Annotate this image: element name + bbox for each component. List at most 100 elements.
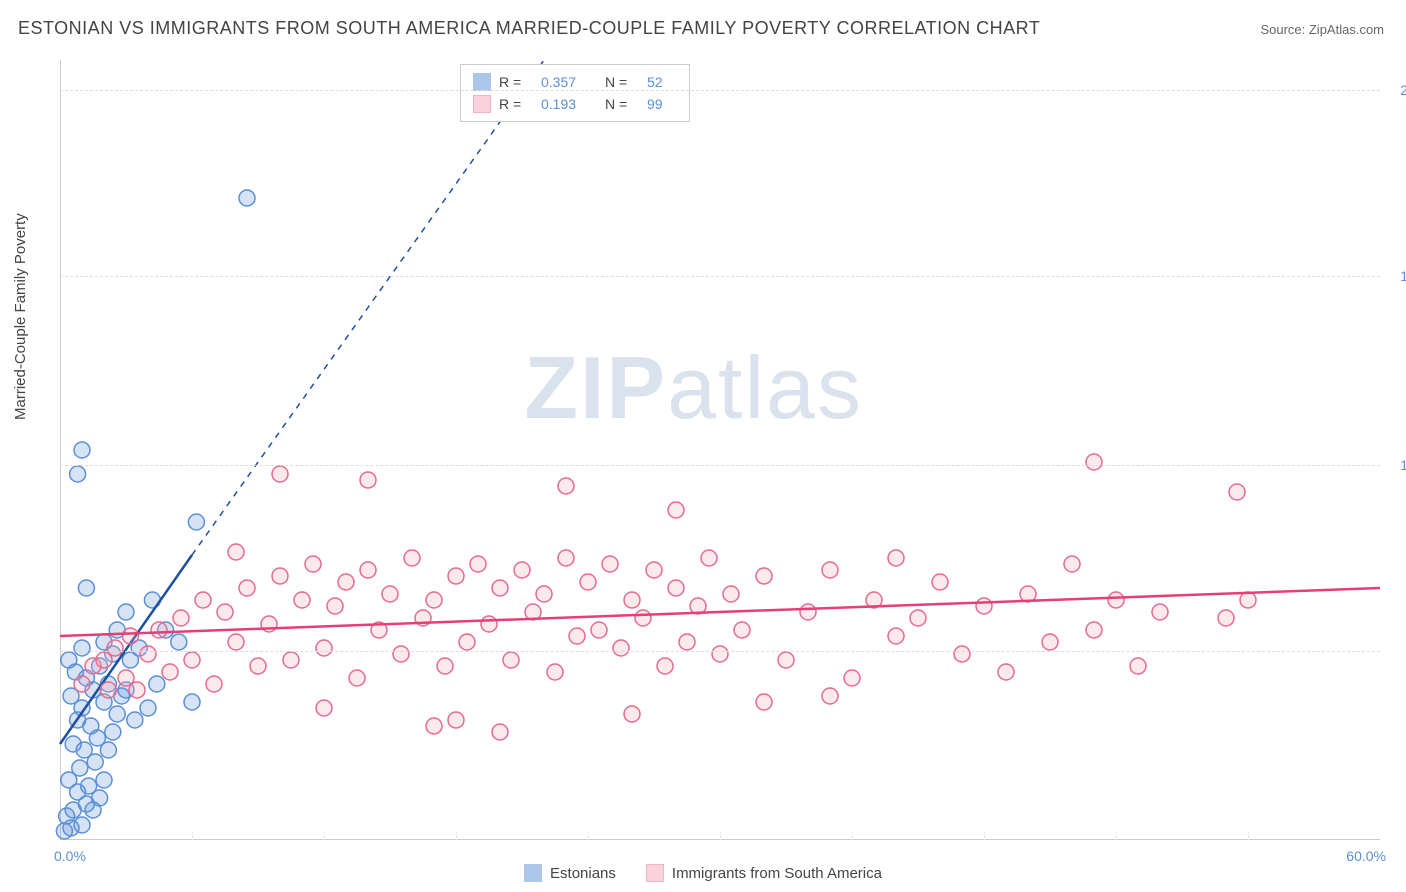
data-point: [822, 688, 838, 704]
data-point: [657, 658, 673, 674]
data-point: [459, 634, 475, 650]
data-point: [65, 736, 81, 752]
data-point: [228, 544, 244, 560]
data-point: [547, 664, 563, 680]
data-point: [1229, 484, 1245, 500]
data-point: [294, 592, 310, 608]
y-tick-label: 6.3%: [1390, 643, 1406, 659]
data-point: [96, 772, 112, 788]
x-tick: [984, 832, 985, 840]
data-point: [712, 646, 728, 662]
data-point: [734, 622, 750, 638]
data-point: [127, 712, 143, 728]
legend-swatch: [473, 73, 491, 91]
legend-swatch: [473, 95, 491, 113]
data-point: [228, 634, 244, 650]
data-point: [470, 556, 486, 572]
legend-item: Estonians: [524, 862, 616, 884]
data-point: [976, 598, 992, 614]
data-point: [171, 634, 187, 650]
data-point: [61, 652, 77, 668]
data-point: [888, 550, 904, 566]
data-point: [188, 514, 204, 530]
data-point: [1086, 622, 1102, 638]
data-point: [122, 628, 138, 644]
data-point: [74, 817, 90, 833]
data-point: [580, 574, 596, 590]
x-tick: [720, 832, 721, 840]
data-point: [426, 592, 442, 608]
data-point: [426, 718, 442, 734]
data-point: [668, 502, 684, 518]
data-point: [536, 586, 552, 602]
data-point: [800, 604, 816, 620]
data-point: [404, 550, 420, 566]
n-label: N =: [605, 96, 639, 112]
data-point: [305, 556, 321, 572]
data-point: [272, 568, 288, 584]
n-label: N =: [605, 74, 639, 90]
data-point: [360, 562, 376, 578]
data-point: [316, 700, 332, 716]
data-point: [107, 640, 123, 656]
data-point: [998, 664, 1014, 680]
data-point: [250, 658, 266, 674]
grid-line: [60, 90, 1380, 91]
r-label: R =: [499, 96, 533, 112]
data-point: [105, 724, 121, 740]
data-point: [338, 574, 354, 590]
legend-label: Estonians: [550, 865, 616, 882]
y-tick-label: 18.8%: [1390, 268, 1406, 284]
n-value: 99: [647, 96, 677, 112]
x-max-label: 60.0%: [1346, 848, 1386, 864]
data-point: [100, 682, 116, 698]
data-point: [481, 616, 497, 632]
trend-line: [60, 588, 1380, 636]
data-point: [1152, 604, 1168, 620]
r-label: R =: [499, 74, 533, 90]
data-point: [140, 646, 156, 662]
y-axis-label: Married-Couple Family Poverty: [12, 213, 29, 420]
data-point: [173, 610, 189, 626]
grid-line: [60, 651, 1380, 652]
n-value: 52: [647, 74, 677, 90]
data-point: [503, 652, 519, 668]
data-point: [569, 628, 585, 644]
data-point: [756, 568, 772, 584]
data-point: [184, 694, 200, 710]
data-point: [1042, 634, 1058, 650]
y-tick-label: 25.0%: [1390, 82, 1406, 98]
x-tick: [324, 832, 325, 840]
data-point: [118, 604, 134, 620]
data-point: [217, 604, 233, 620]
data-point: [349, 670, 365, 686]
data-point: [437, 658, 453, 674]
data-point: [723, 586, 739, 602]
data-point: [591, 622, 607, 638]
source-attribution: Source: ZipAtlas.com: [1260, 22, 1384, 37]
data-point: [129, 682, 145, 698]
data-point: [1108, 592, 1124, 608]
data-point: [109, 706, 125, 722]
data-point: [1086, 454, 1102, 470]
r-value: 0.193: [541, 96, 597, 112]
x-tick: [1248, 832, 1249, 840]
data-point: [327, 598, 343, 614]
data-point: [613, 640, 629, 656]
data-point: [844, 670, 860, 686]
data-point: [1218, 610, 1234, 626]
legend-swatch: [524, 864, 542, 882]
legend-item: Immigrants from South America: [646, 862, 882, 884]
y-tick-label: 12.5%: [1390, 457, 1406, 473]
legend-row: R = 0.193 N = 99: [473, 93, 677, 115]
data-point: [492, 724, 508, 740]
data-point: [162, 664, 178, 680]
data-point: [910, 610, 926, 626]
data-point: [635, 610, 651, 626]
data-point: [360, 472, 376, 488]
data-point: [316, 640, 332, 656]
data-point: [448, 712, 464, 728]
data-point: [70, 466, 86, 482]
data-point: [151, 622, 167, 638]
data-point: [558, 550, 574, 566]
